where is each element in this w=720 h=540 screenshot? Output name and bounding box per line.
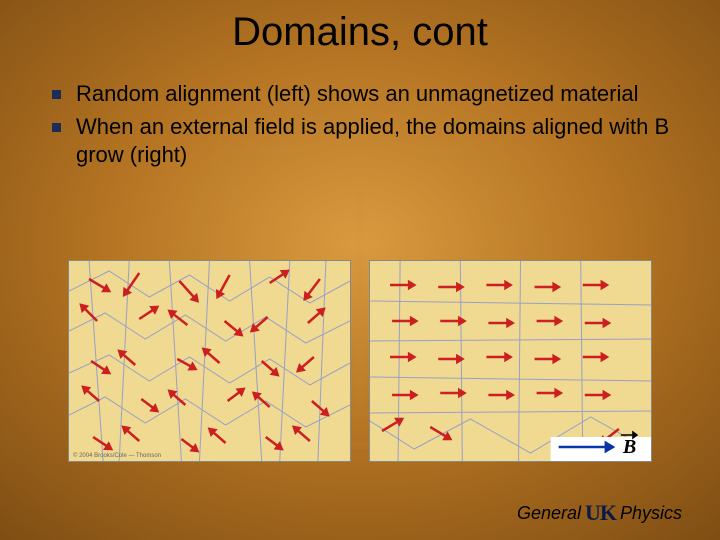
slide-title: Domains, cont (0, 10, 720, 55)
uk-logo: UK (585, 500, 616, 526)
slide-body: Random alignment (left) shows an unmagne… (48, 80, 696, 174)
slide: Domains, cont Random alignment (left) sh… (0, 0, 720, 540)
figure-right-aligned-domains: B (369, 260, 652, 462)
figures-row: © 2004 Brooks/Cole — Thomson B (68, 260, 652, 462)
bullet-text: Random alignment (left) shows an unmagne… (76, 81, 639, 106)
footer-physics: Physics (620, 503, 682, 524)
figure-left-random-domains: © 2004 Brooks/Cole — Thomson (68, 260, 351, 462)
svg-text:B: B (622, 436, 636, 458)
figure-credit: © 2004 Brooks/Cole — Thomson (73, 453, 161, 459)
bullet-item: When an external field is applied, the d… (48, 113, 696, 170)
footer: General UK Physics (517, 500, 682, 526)
bullet-item: Random alignment (left) shows an unmagne… (48, 80, 696, 109)
bullet-text: When an external field is applied, the d… (76, 114, 669, 168)
footer-general: General (517, 503, 581, 524)
